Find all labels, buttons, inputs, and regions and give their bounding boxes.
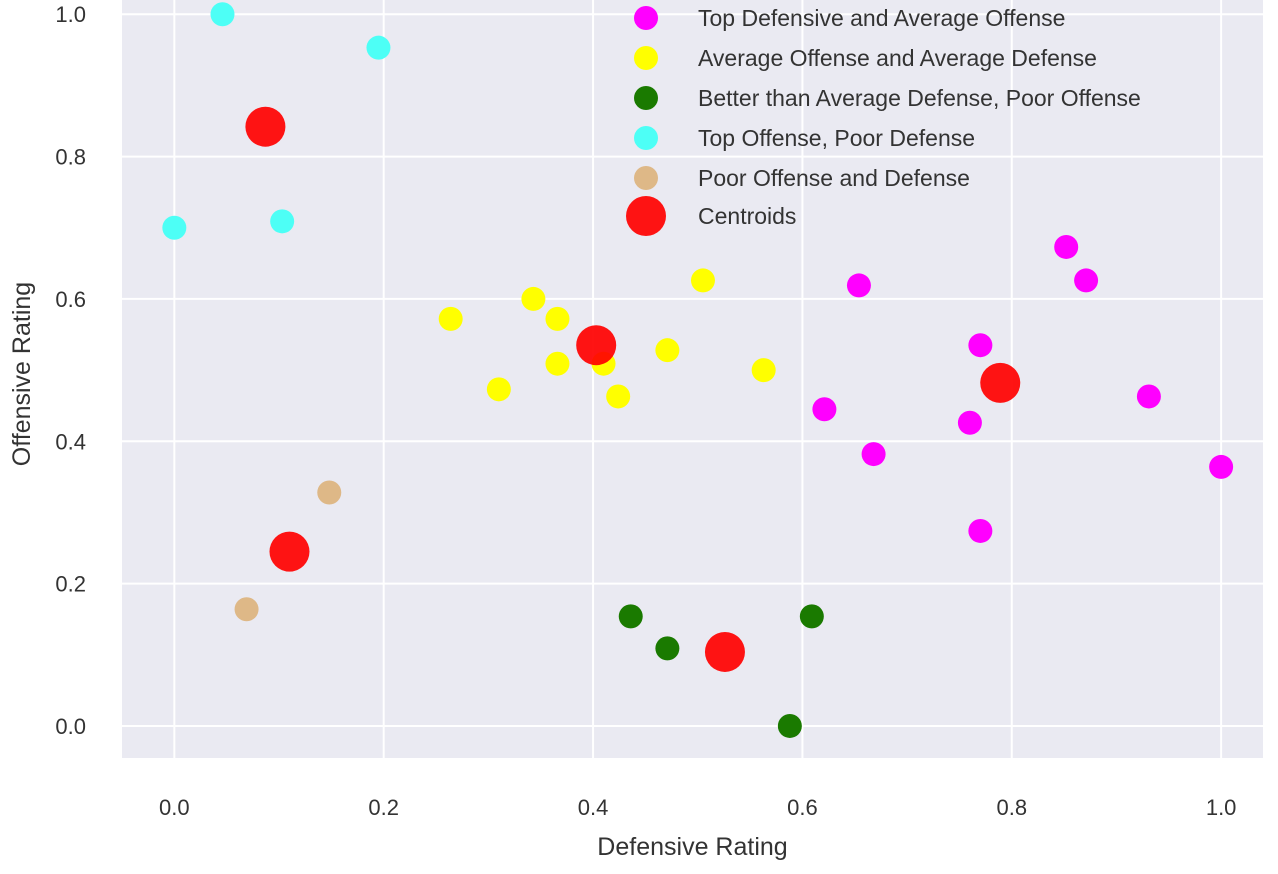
data-point [968, 333, 993, 358]
x-axis-label: Defensive Rating [597, 833, 787, 861]
data-point [812, 397, 837, 422]
data-point [1136, 384, 1161, 409]
data-point [270, 209, 295, 234]
legend-marker [634, 166, 658, 190]
data-point [861, 442, 886, 467]
x-tick-label: 0.8 [996, 795, 1027, 820]
y-axis-label: Offensive Rating [8, 282, 36, 466]
data-point [1074, 268, 1099, 293]
data-point [968, 518, 993, 543]
data-point [655, 338, 680, 363]
x-tick-label: 0.4 [578, 795, 609, 820]
legend-label: Poor Offense and Defense [698, 165, 970, 191]
x-tick-label: 0.6 [787, 795, 818, 820]
y-tick-label: 0.0 [55, 714, 86, 739]
data-point [162, 215, 187, 240]
data-point [1209, 454, 1234, 479]
legend-marker [634, 6, 658, 30]
data-point [545, 306, 570, 331]
data-point [438, 306, 463, 331]
x-tick-label: 0.2 [368, 795, 399, 820]
y-tick-label: 0.6 [55, 287, 86, 312]
data-point [846, 273, 871, 298]
legend-label: Centroids [698, 203, 796, 229]
legend-label: Average Offense and Average Defense [698, 45, 1097, 71]
data-point [606, 384, 631, 409]
centroid-point [269, 531, 310, 572]
legend-marker [634, 86, 658, 110]
data-point [799, 604, 824, 629]
data-point [545, 351, 570, 376]
data-point [1054, 234, 1079, 259]
x-tick-label: 0.0 [159, 795, 190, 820]
data-point [486, 377, 511, 402]
data-point [777, 713, 802, 738]
legend-label: Better than Average Defense, Poor Offens… [698, 85, 1141, 111]
data-point [366, 35, 391, 60]
data-point [690, 268, 715, 293]
x-tick-label: 1.0 [1206, 795, 1237, 820]
legend-marker [626, 196, 666, 236]
y-tick-label: 0.8 [55, 145, 86, 170]
centroid-point [245, 106, 286, 147]
data-point [957, 410, 982, 435]
data-point [751, 358, 776, 383]
legend-marker [634, 126, 658, 150]
data-point [210, 2, 235, 27]
data-point [618, 604, 643, 629]
y-tick-label: 0.2 [55, 572, 86, 597]
y-tick-label: 1.0 [55, 2, 86, 27]
centroid-point [576, 325, 617, 366]
data-point [234, 597, 259, 622]
data-point [317, 480, 342, 505]
legend-marker [634, 46, 658, 70]
legend-label: Top Offense, Poor Defense [698, 125, 975, 151]
data-point [655, 636, 680, 661]
legend-label: Top Defensive and Average Offense [698, 5, 1065, 31]
plot-area [122, 0, 1263, 758]
y-tick-label: 0.4 [55, 429, 86, 454]
centroid-point [980, 362, 1021, 403]
centroid-point [704, 631, 745, 672]
data-point [521, 286, 546, 311]
